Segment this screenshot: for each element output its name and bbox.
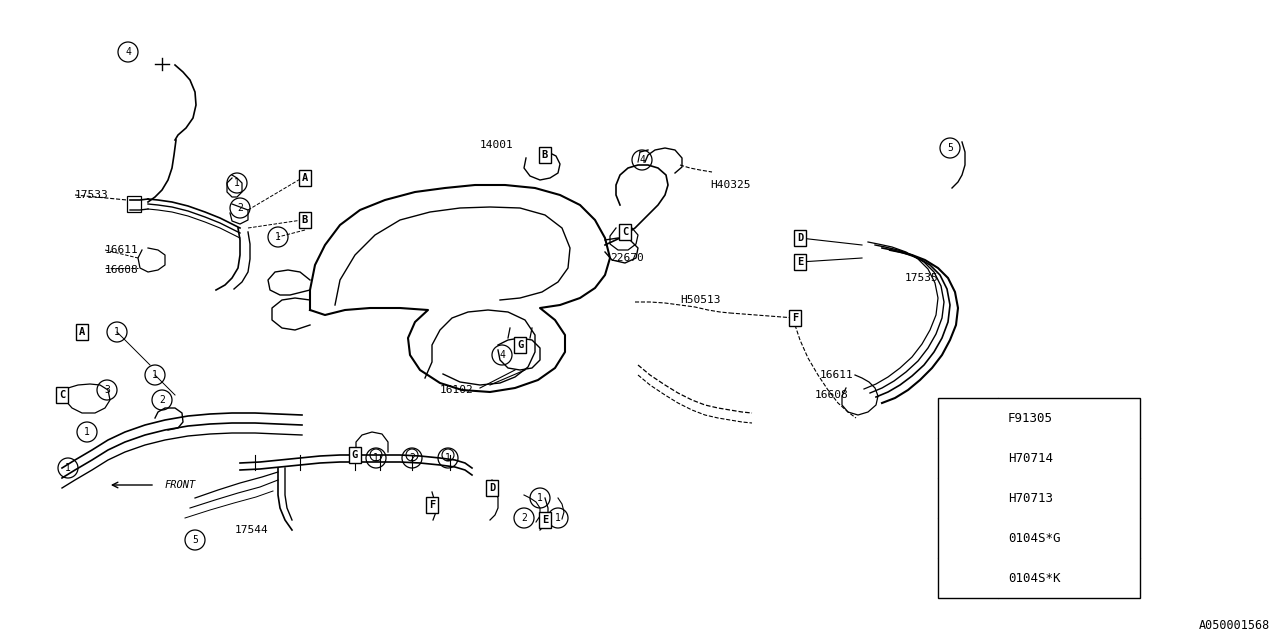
Text: 14001: 14001 <box>480 140 513 150</box>
Text: 5: 5 <box>947 143 952 153</box>
Text: FRONT: FRONT <box>165 480 196 490</box>
Text: 2: 2 <box>410 453 415 463</box>
Text: E: E <box>541 515 548 525</box>
Text: 1: 1 <box>84 427 90 437</box>
Text: 16608: 16608 <box>815 390 849 400</box>
Text: C: C <box>59 390 65 400</box>
Text: 5: 5 <box>192 535 198 545</box>
Text: B: B <box>302 215 308 225</box>
Text: 1: 1 <box>556 513 561 523</box>
Text: B: B <box>541 150 548 160</box>
Text: 4: 4 <box>125 47 131 57</box>
Text: 17535: 17535 <box>905 273 938 283</box>
Text: F: F <box>429 500 435 510</box>
Text: C: C <box>622 227 628 237</box>
Text: 1: 1 <box>234 178 239 188</box>
Text: 1: 1 <box>965 413 972 423</box>
Text: 2: 2 <box>237 203 243 213</box>
Text: 1: 1 <box>114 327 120 337</box>
Text: 1: 1 <box>538 493 543 503</box>
Text: F: F <box>792 313 799 323</box>
Text: 4: 4 <box>639 155 645 165</box>
Text: 4: 4 <box>965 533 972 543</box>
Text: E: E <box>797 257 803 267</box>
Text: A: A <box>302 173 308 183</box>
Text: 3: 3 <box>965 493 972 503</box>
Text: 17544: 17544 <box>236 525 269 535</box>
Text: 16608: 16608 <box>105 265 138 275</box>
Text: F91305: F91305 <box>1009 412 1053 424</box>
Text: G: G <box>352 450 358 460</box>
Text: 16102: 16102 <box>440 385 474 395</box>
Bar <box>127 196 141 212</box>
Text: D: D <box>489 483 495 493</box>
Text: 16611: 16611 <box>105 245 138 255</box>
Text: 0104S*K: 0104S*K <box>1009 572 1061 584</box>
Text: 4: 4 <box>987 405 993 415</box>
Bar <box>938 398 1140 598</box>
Text: 2: 2 <box>965 453 972 463</box>
Text: 1: 1 <box>275 232 280 242</box>
Text: 2: 2 <box>159 395 165 405</box>
Text: H70713: H70713 <box>1009 492 1053 504</box>
Text: 1: 1 <box>152 370 157 380</box>
Text: H70714: H70714 <box>1009 451 1053 465</box>
Text: 17533: 17533 <box>76 190 109 200</box>
Text: 3: 3 <box>104 385 110 395</box>
Text: H50513: H50513 <box>680 295 721 305</box>
Text: H40325: H40325 <box>710 180 750 190</box>
Text: 5: 5 <box>965 573 972 583</box>
Text: 1: 1 <box>445 453 451 463</box>
Text: 4: 4 <box>499 350 504 360</box>
Text: 0104S*G: 0104S*G <box>1009 531 1061 545</box>
Text: 1: 1 <box>372 453 379 463</box>
Text: G: G <box>517 340 524 350</box>
Text: A050001568: A050001568 <box>1199 619 1270 632</box>
Text: 22670: 22670 <box>611 253 644 263</box>
Text: 1: 1 <box>65 463 70 473</box>
Text: D: D <box>797 233 803 243</box>
Text: A: A <box>79 327 86 337</box>
Text: 2: 2 <box>521 513 527 523</box>
Text: 16611: 16611 <box>820 370 854 380</box>
